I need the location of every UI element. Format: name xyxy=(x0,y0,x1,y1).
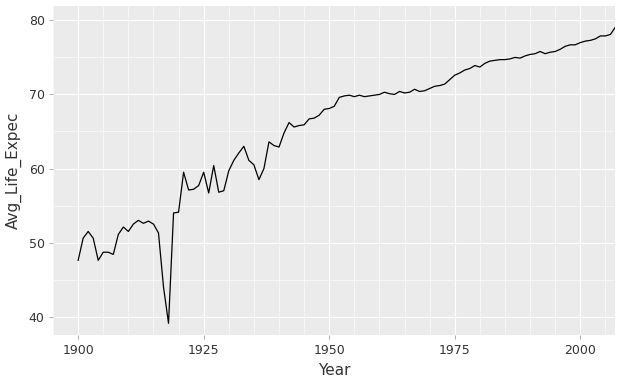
X-axis label: Year: Year xyxy=(318,363,350,379)
Y-axis label: Avg_Life_Expec: Avg_Life_Expec xyxy=(6,112,22,229)
